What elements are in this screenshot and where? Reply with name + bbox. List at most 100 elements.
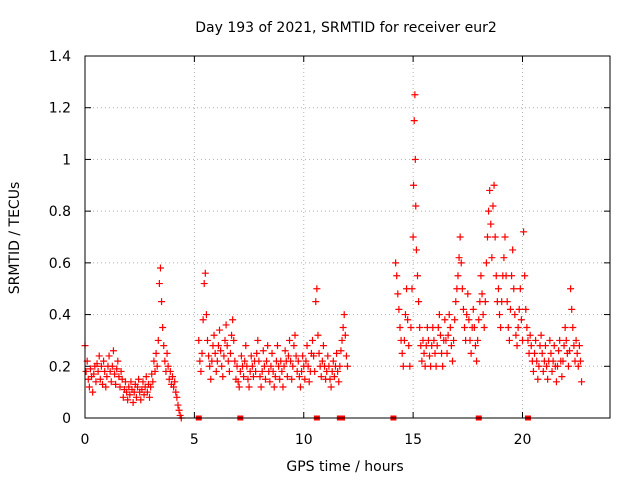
data-point <box>112 380 120 388</box>
data-point <box>450 336 458 344</box>
data-point <box>105 352 113 360</box>
data-point <box>484 233 491 241</box>
plot-frame <box>84 55 611 419</box>
data-point <box>521 272 529 280</box>
data-point <box>524 336 532 344</box>
data-point <box>217 347 225 355</box>
data-point <box>166 367 174 375</box>
data-point <box>415 298 423 306</box>
data-point <box>410 117 418 125</box>
data-point <box>319 342 327 350</box>
data-point <box>264 342 272 350</box>
data-point <box>488 254 496 262</box>
data-point <box>244 375 252 383</box>
data-point <box>489 202 497 210</box>
data-point <box>520 228 528 236</box>
data-point <box>418 357 426 365</box>
data-point <box>108 362 116 370</box>
data-point <box>175 406 183 414</box>
data-point <box>398 349 406 357</box>
data-point <box>230 336 238 344</box>
data-point <box>431 349 439 357</box>
data-point <box>268 349 276 357</box>
data-point <box>228 331 236 339</box>
data-point <box>534 375 542 383</box>
data-point <box>242 342 250 350</box>
data-point <box>458 285 466 293</box>
y-tick-label: 1 <box>62 152 71 168</box>
axis-ticks: 0 0.2 0.4 0.6 0.8 1 1.2 1.4 0 5 10 15 20 <box>49 49 610 448</box>
data-point <box>219 373 227 381</box>
data-point <box>206 362 214 370</box>
data-point <box>296 383 304 391</box>
data-point <box>202 311 210 319</box>
data-point <box>461 324 469 331</box>
data-point <box>95 352 103 360</box>
data-point <box>263 357 271 365</box>
data-point <box>396 324 404 331</box>
data-point <box>205 352 213 360</box>
data-point <box>515 305 523 313</box>
data-point <box>324 352 332 360</box>
data-point <box>135 375 143 383</box>
data-point <box>170 383 178 391</box>
y-tick-label: 0 <box>62 411 71 427</box>
data-point <box>309 336 316 344</box>
data-point <box>482 259 490 267</box>
data-point <box>158 298 166 306</box>
data-point <box>554 362 561 370</box>
data-point <box>555 347 563 355</box>
data-point <box>538 349 546 357</box>
data-point <box>430 336 438 344</box>
data-point <box>229 316 237 324</box>
data-point <box>575 342 583 350</box>
data-point <box>155 280 163 288</box>
data-point <box>211 349 219 357</box>
data-point <box>517 316 525 324</box>
data-point <box>491 233 499 241</box>
data-point <box>442 336 450 344</box>
data-point <box>236 367 244 375</box>
data-point <box>247 352 255 360</box>
data-point <box>572 336 580 344</box>
data-point <box>334 367 342 375</box>
data-point <box>241 357 249 365</box>
data-point <box>255 357 263 365</box>
data-point <box>94 367 102 375</box>
data-point <box>408 285 416 293</box>
data-point <box>280 362 288 370</box>
data-point <box>399 362 407 370</box>
data-point <box>299 352 307 360</box>
data-point <box>564 362 572 370</box>
data-point <box>552 378 560 386</box>
data-point <box>546 336 554 344</box>
data-point <box>456 233 464 241</box>
data-point <box>286 336 294 344</box>
data-point <box>214 342 222 350</box>
data-point <box>511 311 519 319</box>
data-point <box>338 336 346 344</box>
data-point <box>326 375 334 383</box>
data-point <box>126 391 134 399</box>
data-point <box>436 331 444 339</box>
data-point <box>470 324 478 331</box>
data-point <box>544 375 552 383</box>
data-point <box>481 298 489 306</box>
data-point <box>434 324 442 331</box>
data-point <box>147 383 155 391</box>
data-point <box>547 349 555 357</box>
data-point <box>245 383 253 391</box>
data-point <box>152 349 160 357</box>
data-point <box>146 393 154 401</box>
x-tick-label: 0 <box>81 432 90 448</box>
data-point <box>508 272 516 280</box>
data-point <box>294 357 302 365</box>
data-point <box>222 321 230 329</box>
data-point <box>199 316 207 324</box>
data-point <box>116 383 124 391</box>
data-point <box>445 311 453 319</box>
data-point <box>129 398 137 406</box>
data-point <box>100 357 108 365</box>
data-point <box>541 342 549 350</box>
data-point <box>271 373 279 381</box>
